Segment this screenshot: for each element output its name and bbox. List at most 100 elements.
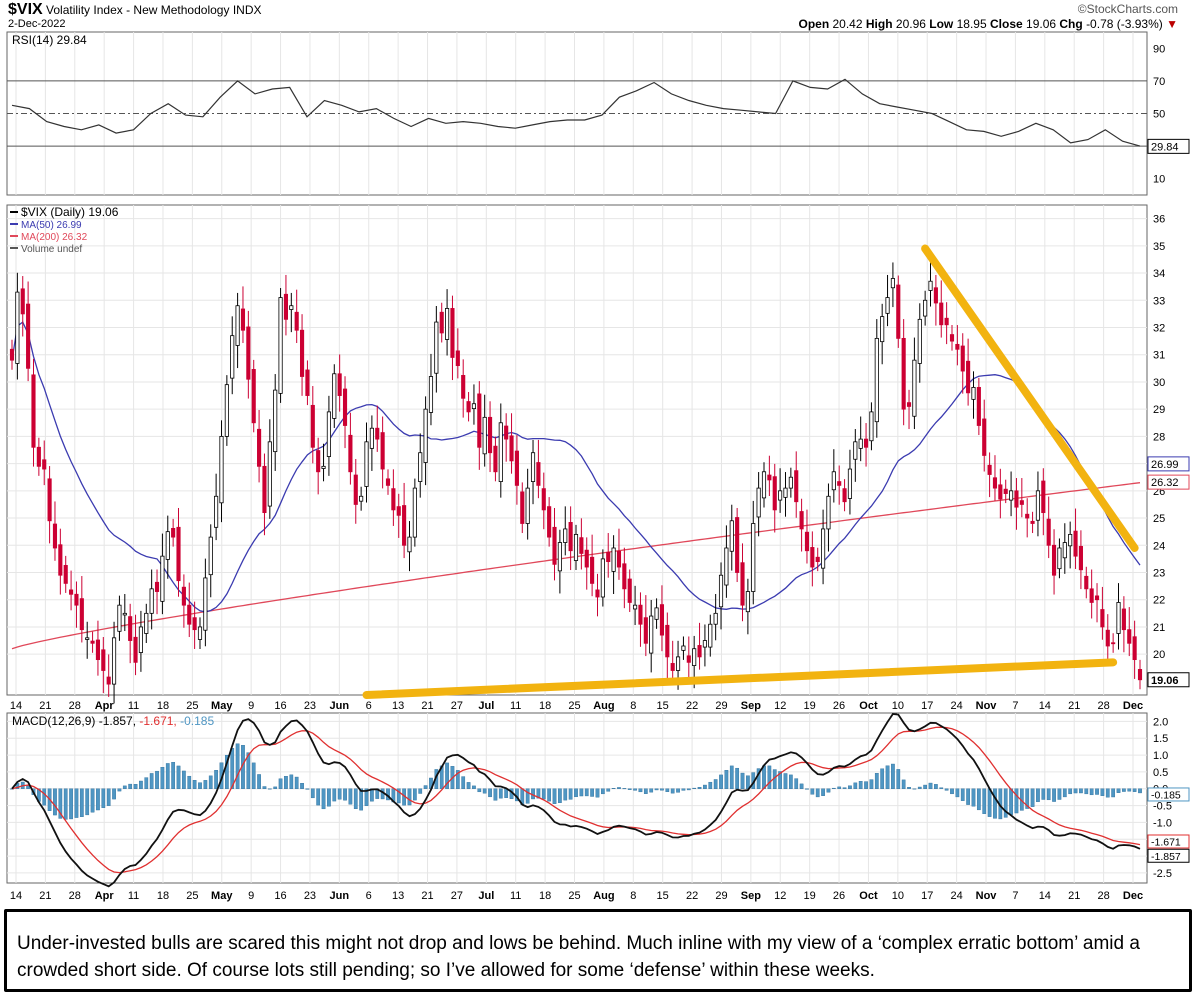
- macd-histogram-bar: [1084, 788, 1089, 795]
- candle-body: [778, 490, 783, 501]
- candle-body: [20, 288, 25, 315]
- macd-histogram-bar: [987, 788, 992, 817]
- macd-x-tick: 9: [248, 890, 254, 902]
- macd-y-tick: -0.5: [1153, 801, 1172, 813]
- macd-histogram-bar: [316, 788, 321, 806]
- candle-body: [90, 640, 95, 644]
- candle-body: [47, 478, 52, 522]
- candle-body: [1078, 545, 1083, 571]
- price-panel: 36 35 34 33 32 31 30 29 28 27 26 25 24 23 22 21 20 26.99 2…: [6, 204, 1190, 712]
- candle-body: [579, 537, 584, 554]
- macd-histogram-bar: [262, 786, 267, 789]
- macd-histogram-bar: [359, 788, 364, 811]
- price-x-tick: 26: [833, 700, 845, 712]
- candle-body: [960, 345, 965, 372]
- candle-body: [273, 389, 278, 453]
- macd-histogram-bar: [343, 788, 347, 801]
- instrument-name: Volatility Index - New Methodology: [46, 3, 230, 17]
- ma50-value-tag-box: [1147, 456, 1190, 472]
- candle-body: [853, 441, 858, 460]
- candle-body: [224, 384, 229, 437]
- price-x-tick: 23: [304, 700, 316, 712]
- macd-histogram-bar: [117, 788, 122, 792]
- macd-histogram-bar: [697, 787, 702, 789]
- macd-histogram-bar: [101, 788, 106, 808]
- low-label: Low: [929, 17, 954, 31]
- candle-body: [697, 645, 702, 658]
- macd-histogram-bar: [63, 788, 68, 820]
- macd-histogram-bar: [488, 788, 492, 798]
- macd-histogram-bar: [332, 788, 337, 802]
- candle-body: [117, 604, 122, 632]
- macd-x-tick: 14: [1039, 890, 1051, 902]
- brand-label: ©StockCharts.com: [1077, 2, 1178, 16]
- macd-histogram-bar: [950, 788, 954, 795]
- macd-value-tag: -0.185: [1151, 789, 1181, 801]
- macd-x-tick: 19: [804, 890, 816, 902]
- candle-body: [262, 465, 267, 514]
- macd-histogram-bar: [831, 787, 836, 789]
- candle-body: [906, 402, 912, 407]
- candle-body: [751, 523, 756, 592]
- candle-body: [450, 308, 455, 358]
- price-x-tick: 25: [568, 700, 580, 712]
- candle-body: [966, 360, 971, 394]
- macd-histogram-bar: [649, 788, 654, 793]
- candle-body: [203, 577, 208, 631]
- candle-body: [686, 655, 691, 663]
- macd-histogram-bar: [794, 778, 799, 789]
- price-x-tick: 21: [39, 700, 51, 712]
- open-label: Open: [798, 17, 830, 31]
- macd-histogram-bar: [224, 754, 229, 789]
- candle-body: [987, 464, 992, 475]
- macd-histogram-bar: [993, 788, 997, 819]
- candle-body: [326, 411, 331, 457]
- candle-body: [735, 517, 740, 573]
- price-y-tick: 33: [1153, 295, 1165, 307]
- macd-histogram-bar: [1030, 788, 1035, 807]
- macd-histogram-bar: [445, 762, 449, 789]
- macd-histogram-bar: [880, 768, 885, 789]
- macd-x-tick: May: [211, 890, 233, 902]
- candle-body: [944, 317, 949, 326]
- macd-histogram-bar: [310, 788, 315, 799]
- macd-histogram-bar: [541, 788, 546, 800]
- macd-histogram-bar: [713, 779, 718, 789]
- candle-body: [165, 531, 170, 560]
- candle-body: [299, 329, 305, 377]
- candle-body: [880, 316, 885, 343]
- candle-body: [477, 393, 482, 448]
- macd-x-tick: Oct: [859, 890, 878, 902]
- macd-histogram-bar: [1138, 788, 1142, 794]
- candle-body: [541, 488, 546, 511]
- macd-x-tick: Dec: [1123, 890, 1143, 902]
- macd-histogram-bar: [353, 788, 358, 810]
- exchange: INDX: [232, 3, 262, 17]
- candle-body: [106, 676, 111, 685]
- macd-value-tag: -1.671: [1151, 836, 1181, 848]
- macd-histogram-bar: [407, 788, 412, 806]
- candle-body: [181, 586, 186, 606]
- macd-x-tick: 8: [630, 890, 636, 902]
- macd-histogram-bar: [1111, 788, 1116, 798]
- candle-body: [455, 350, 460, 367]
- price-legend-entry: Volume undef: [21, 244, 82, 255]
- macd-histogram-bar: [1089, 788, 1094, 796]
- candle-body: [1062, 542, 1067, 559]
- macd-histogram-bar: [284, 776, 288, 789]
- macd-x-tick: 28: [69, 890, 81, 902]
- macd-histogram-bar: [53, 788, 57, 816]
- candle-body: [364, 441, 369, 487]
- candle-body: [788, 476, 793, 489]
- macd-histogram-bar: [321, 788, 326, 810]
- candle-body: [251, 369, 256, 424]
- macd-histogram-bar: [192, 780, 197, 789]
- candle-body: [230, 335, 235, 379]
- macd-histogram-bar: [149, 773, 154, 789]
- macd-histogram-bar: [837, 786, 842, 789]
- macd-histogram-bar: [300, 783, 304, 789]
- ma50-value-tag: 26.99: [1151, 459, 1179, 471]
- macd-histogram-bar: [858, 781, 863, 789]
- macd-histogram-bar: [1122, 788, 1126, 792]
